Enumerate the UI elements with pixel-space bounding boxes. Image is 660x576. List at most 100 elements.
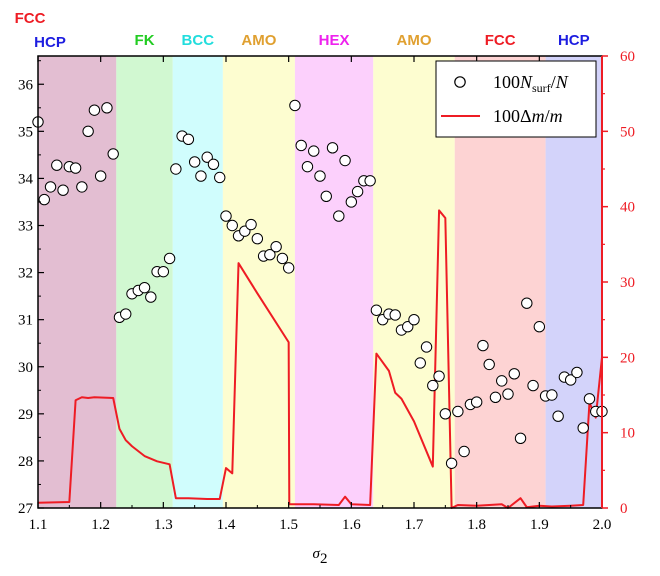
phase-region [294, 56, 374, 508]
x-tick-label: 1.9 [530, 517, 549, 533]
x-tick-label: 2.0 [593, 517, 612, 533]
left-y-axis-ticks: 27 28 29 30 31 32 33 34 35 36 [18, 60, 44, 517]
x-tick-label: 1.3 [154, 517, 173, 533]
mass-change-line-layer [37, 209, 603, 509]
x-tick-label: 1.8 [467, 517, 486, 533]
phase-label: BCC [182, 32, 215, 49]
data-point [483, 358, 495, 371]
data-point [477, 339, 489, 352]
data-point [508, 368, 520, 380]
data-point [120, 308, 132, 320]
data-point [414, 357, 426, 369]
data-point [214, 171, 226, 184]
data-point [370, 304, 383, 316]
legend-circle-marker [454, 76, 466, 88]
data-point [345, 196, 358, 208]
y-right-tick-label: 60 [620, 49, 635, 65]
y-left-tick-label: 35 [18, 124, 33, 140]
y-left-tick-label: 30 [18, 360, 33, 376]
data-point [163, 252, 176, 265]
y-left-tick-label: 33 [18, 219, 33, 235]
y-left-tick-label: 27 [18, 501, 34, 517]
data-point [470, 396, 483, 408]
x-axis-ticks: 1.1 1.2 1.3 1.4 1.5 1.6 1.7 1.8 1.9 2.0 [29, 56, 612, 533]
data-point [76, 181, 88, 193]
data-point [51, 159, 63, 171]
data-point [195, 170, 207, 182]
y-left-tick-label: 32 [18, 266, 33, 282]
x-tick-label: 1.4 [217, 517, 236, 533]
data-point [301, 160, 314, 173]
surface-fraction-points-layer [32, 99, 608, 469]
y-right-tick-label: 30 [620, 275, 635, 291]
data-point [527, 379, 539, 392]
data-point [351, 185, 364, 198]
phase-label: HCP [34, 34, 66, 51]
data-point [201, 151, 213, 163]
data-point [452, 405, 464, 418]
x-axis-label: σ2 [313, 546, 328, 567]
legend-box [435, 60, 597, 138]
data-point [69, 162, 82, 174]
data-point [270, 240, 282, 253]
right-y-axis-ticks: 0 10 20 30 40 50 60 [602, 49, 635, 517]
phase-label: FCC [15, 10, 46, 27]
data-point [295, 139, 307, 152]
data-point [533, 321, 546, 333]
data-point [314, 170, 326, 182]
data-point [157, 265, 170, 278]
y-right-tick-label: 20 [620, 350, 635, 366]
data-point [289, 99, 301, 112]
data-point [564, 374, 577, 386]
mass-change-line [37, 209, 603, 509]
phase-region [172, 56, 223, 508]
phase-label: FK [135, 32, 155, 49]
data-point [276, 252, 289, 265]
legend-label-mass: 100Δm/m [493, 106, 563, 126]
x-tick-label: 1.6 [342, 517, 361, 533]
data-point [107, 148, 119, 160]
data-point [44, 181, 57, 193]
y-left-tick-label: 29 [18, 407, 33, 423]
data-point [514, 432, 527, 445]
data-point [339, 154, 351, 167]
phase-regions [38, 56, 602, 508]
data-point [408, 313, 420, 326]
data-point [427, 379, 439, 392]
data-point [402, 321, 414, 333]
y-left-tick-label: 31 [18, 313, 33, 329]
data-point [88, 104, 101, 116]
phase-region [38, 56, 117, 508]
data-point [188, 156, 201, 168]
phase-label: AMO [241, 32, 276, 49]
data-point [433, 370, 445, 382]
data-point [226, 219, 238, 232]
data-point [489, 391, 502, 404]
data-point [138, 281, 151, 294]
x-tick-label: 1.2 [91, 517, 110, 533]
phase-region [222, 56, 295, 508]
data-point [496, 375, 508, 387]
y-right-tick-label: 40 [620, 200, 635, 216]
data-point [308, 145, 320, 157]
data-point [389, 309, 401, 321]
data-point [552, 410, 564, 422]
legend-label-surface: 100Nsurf/N [493, 72, 569, 95]
x-tick-label: 1.7 [405, 517, 424, 533]
data-point [420, 341, 433, 353]
data-point [264, 248, 276, 261]
data-point [502, 388, 514, 400]
x-tick-label: 1.1 [29, 517, 48, 533]
data-point [439, 408, 452, 420]
data-point [577, 422, 589, 434]
data-point [94, 170, 107, 182]
data-point [364, 175, 376, 187]
y-left-tick-label: 36 [18, 77, 34, 93]
data-point [282, 262, 295, 274]
y-right-tick-label: 50 [620, 124, 635, 140]
x-tick-label: 1.5 [279, 517, 298, 533]
data-point [445, 457, 458, 469]
data-point [101, 102, 113, 114]
data-point [182, 133, 195, 146]
